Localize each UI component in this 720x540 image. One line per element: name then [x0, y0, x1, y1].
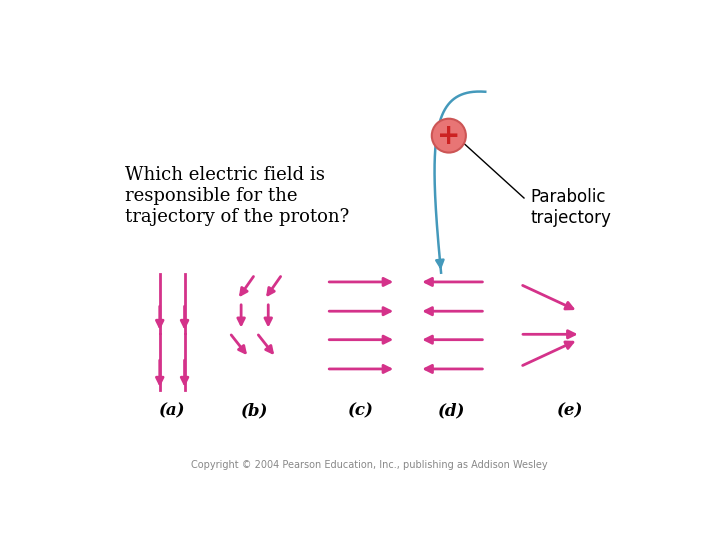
- Text: (a): (a): [159, 403, 186, 420]
- Text: (b): (b): [240, 403, 268, 420]
- Text: Which electric field is
responsible for the
trajectory of the proton?: Which electric field is responsible for …: [125, 166, 349, 226]
- Circle shape: [432, 119, 466, 153]
- Text: (c): (c): [348, 403, 374, 420]
- Text: (e): (e): [557, 403, 584, 420]
- Text: +: +: [437, 122, 461, 150]
- Text: (d): (d): [438, 403, 466, 420]
- Text: Copyright © 2004 Pearson Education, Inc., publishing as Addison Wesley: Copyright © 2004 Pearson Education, Inc.…: [191, 460, 547, 470]
- Text: Parabolic
trajectory: Parabolic trajectory: [530, 188, 611, 227]
